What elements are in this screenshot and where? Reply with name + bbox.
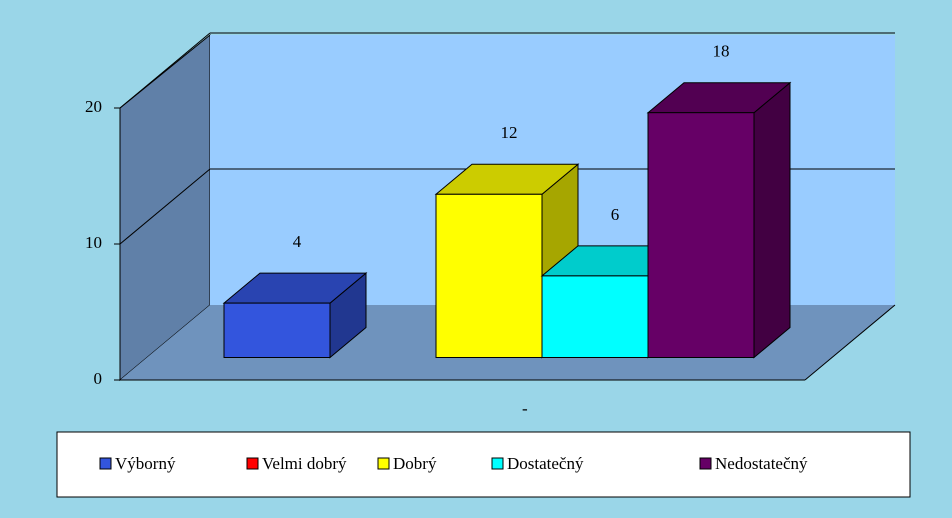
data-label: 4: [293, 232, 302, 251]
legend-swatch: [491, 457, 504, 470]
y-tick-label: 20: [85, 97, 102, 116]
legend-swatch: [699, 457, 712, 470]
legend-label: Dobrý: [393, 454, 437, 473]
data-label: 12: [501, 123, 518, 142]
data-label: 6: [611, 205, 620, 224]
bar: [647, 112, 755, 358]
grid-line: [119, 168, 211, 245]
legend-swatch: [246, 457, 259, 470]
bar: [541, 275, 649, 358]
legend-swatch: [99, 457, 112, 470]
bar: [435, 193, 543, 358]
legend-label: Dostatečný: [507, 454, 584, 473]
bar-side: [753, 81, 791, 359]
dash: -: [522, 399, 528, 418]
legend-label: Nedostatečný: [715, 454, 808, 473]
floor-edge: [804, 304, 896, 381]
legend-label: Výborný: [115, 454, 176, 473]
legend-label: Velmi dobrý: [262, 454, 347, 473]
grid-line: [119, 32, 211, 109]
legend: [56, 431, 911, 498]
legend-swatch: [377, 457, 390, 470]
data-label: 18: [713, 42, 730, 61]
y-tick-label: 0: [94, 369, 103, 388]
y-tick-label: 10: [85, 233, 102, 252]
bar: [223, 302, 331, 359]
